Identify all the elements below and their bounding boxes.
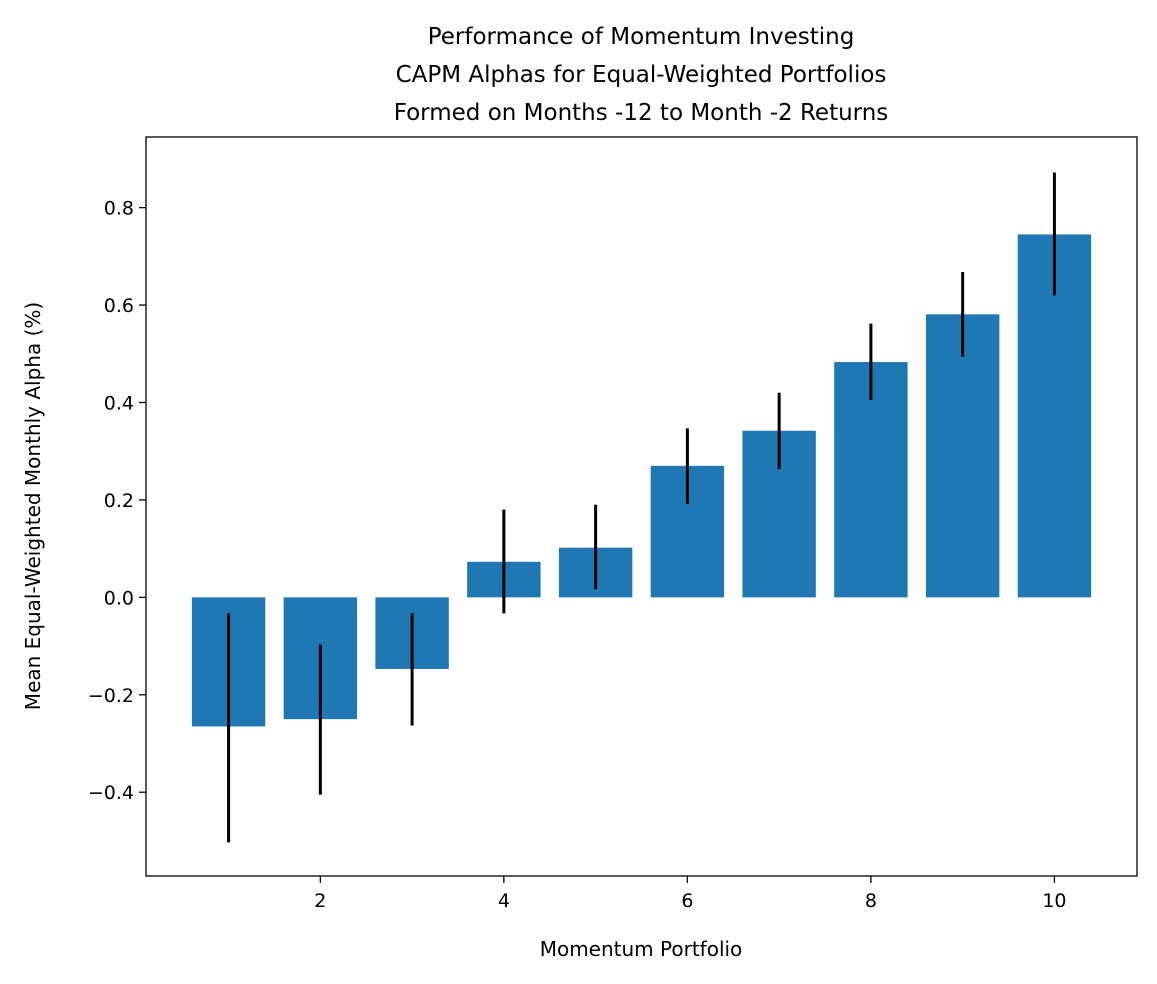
y-tick-label-3: 0.2 (104, 490, 134, 512)
x-tick-label-6: 6 (681, 890, 693, 912)
plot-area-frame (145, 136, 1138, 877)
x-tick-label-2: 2 (314, 890, 326, 912)
bar-series (191, 234, 1092, 727)
x-tick-label-4: 4 (498, 890, 510, 912)
x-tick-label-10: 10 (1042, 890, 1066, 912)
chart-title: Performance of Momentum Investing CAPM A… (394, 24, 889, 126)
y-axis: −0.4 −0.2 0.0 0.2 0.4 0.6 0.8 (88, 198, 146, 804)
bar-portfolio-9 (925, 314, 1000, 598)
x-axis-label: Momentum Portfolio (540, 937, 743, 961)
y-axis-label: Mean Equal-Weighted Monthly Alpha (%) (21, 302, 45, 710)
y-tick-label-2: 0.0 (104, 587, 134, 609)
chart-title-line-2: CAPM Alphas for Equal-Weighted Portfolio… (396, 62, 887, 88)
y-tick-label-6: 0.8 (104, 198, 134, 220)
y-tick-label-4: 0.4 (104, 392, 134, 414)
bar-portfolio-8 (834, 362, 908, 598)
error-bar-series (227, 172, 1056, 843)
chart-title-line-3: Formed on Months -12 to Month -2 Returns (394, 100, 889, 126)
x-tick-label-8: 8 (865, 890, 877, 912)
chart-title-line-1: Performance of Momentum Investing (428, 24, 855, 50)
y-tick-label-1: −0.2 (88, 685, 134, 707)
x-axis: 2 4 6 8 10 (314, 876, 1067, 912)
y-tick-label-5: 0.6 (104, 295, 134, 317)
y-tick-label-0: −0.4 (88, 782, 134, 804)
